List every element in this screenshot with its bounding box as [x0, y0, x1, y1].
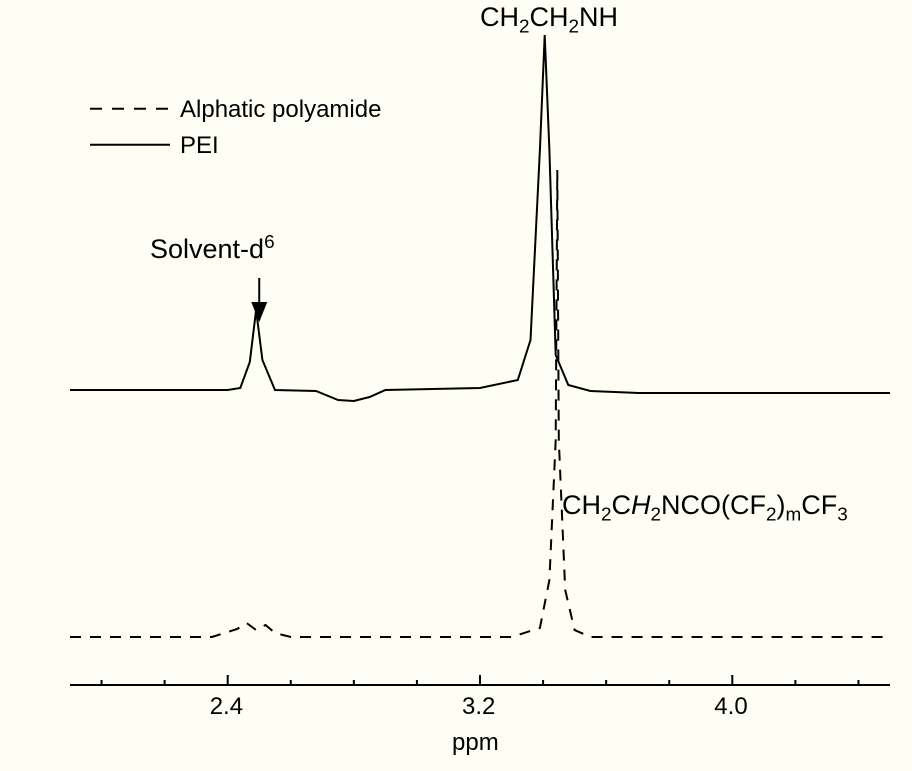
x-tick-label-0: 2.4: [210, 693, 243, 721]
nmr-figure: CH2CH2NH Solvent-d6 CH2CH2NCO(CF2)mCF3 A…: [0, 0, 912, 771]
annotation-ch2ch2nh: CH2CH2NH: [480, 2, 618, 38]
legend-item-2-label: PEI: [180, 132, 219, 160]
chart-svg: [0, 0, 912, 771]
annotation-solvent: Solvent-d6: [150, 232, 275, 265]
annotation-product: CH2CH2NCO(CF2)mCF3: [562, 490, 848, 526]
legend-item-1-label: Alphatic polyamide: [180, 96, 381, 124]
x-tick-label-2: 4.0: [714, 693, 747, 721]
x-tick-label-1: 3.2: [462, 693, 495, 721]
x-axis-label: ppm: [452, 729, 499, 757]
